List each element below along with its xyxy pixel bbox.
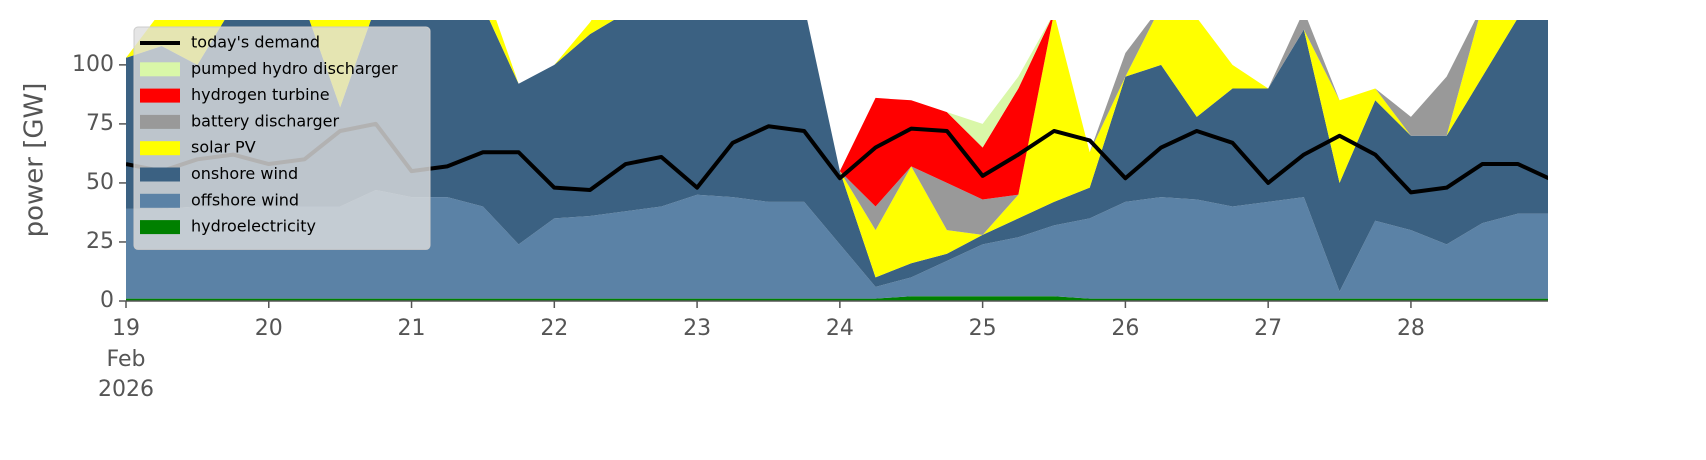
x-tick-label: 27 bbox=[1254, 316, 1282, 341]
legend-label: hydrogen turbine bbox=[191, 85, 330, 104]
legend-label: onshore wind bbox=[191, 164, 298, 183]
legend-swatch bbox=[140, 193, 180, 208]
legend-swatch bbox=[140, 114, 180, 129]
y-tick-label: 50 bbox=[86, 170, 114, 195]
x-tick-label: 24 bbox=[826, 316, 854, 341]
plot-area bbox=[126, 20, 1548, 301]
x-tick-label: 25 bbox=[969, 316, 997, 341]
y-tick-label: 0 bbox=[100, 288, 114, 313]
x-tick-label: 21 bbox=[398, 316, 426, 341]
x-tick-label: 19 bbox=[112, 316, 140, 341]
legend: today's demand pumped hydro discharger hyd… bbox=[133, 26, 431, 250]
area bbox=[126, 20, 1548, 292]
legend-label: offshore wind bbox=[191, 190, 299, 209]
legend-label: hydroelectricity bbox=[191, 217, 316, 236]
legend-box bbox=[133, 26, 431, 250]
x-tick-label: 20 bbox=[255, 316, 283, 341]
legend-swatch bbox=[140, 167, 180, 182]
legend-swatch bbox=[140, 88, 180, 103]
y-tick-label: 75 bbox=[86, 111, 114, 136]
legend-swatch bbox=[140, 220, 180, 235]
legend-label: today's demand bbox=[191, 33, 320, 52]
x-sublabel: Feb bbox=[107, 347, 146, 372]
area bbox=[126, 296, 1548, 301]
y-tick-label: 100 bbox=[72, 52, 114, 77]
legend-label: battery discharger bbox=[191, 111, 339, 130]
area bbox=[126, 190, 1548, 299]
legend-label: pumped hydro discharger bbox=[191, 59, 398, 78]
y-axis-label: power [GW] bbox=[20, 83, 50, 238]
x-sublabel: 2026 bbox=[98, 377, 154, 402]
axes: 0 25 50 75 100 19 20 21 22 23 24 25 26 27 28 Feb 2026 bbox=[72, 52, 1548, 402]
legend-label: solar PV bbox=[191, 138, 256, 157]
x-tick-label: 28 bbox=[1397, 316, 1425, 341]
legend-swatch bbox=[140, 141, 180, 156]
legend-swatch bbox=[140, 62, 180, 77]
x-tick-label: 26 bbox=[1111, 316, 1139, 341]
x-tick-label: 22 bbox=[540, 316, 568, 341]
y-tick-label: 25 bbox=[86, 229, 114, 254]
x-tick-label: 23 bbox=[683, 316, 711, 341]
